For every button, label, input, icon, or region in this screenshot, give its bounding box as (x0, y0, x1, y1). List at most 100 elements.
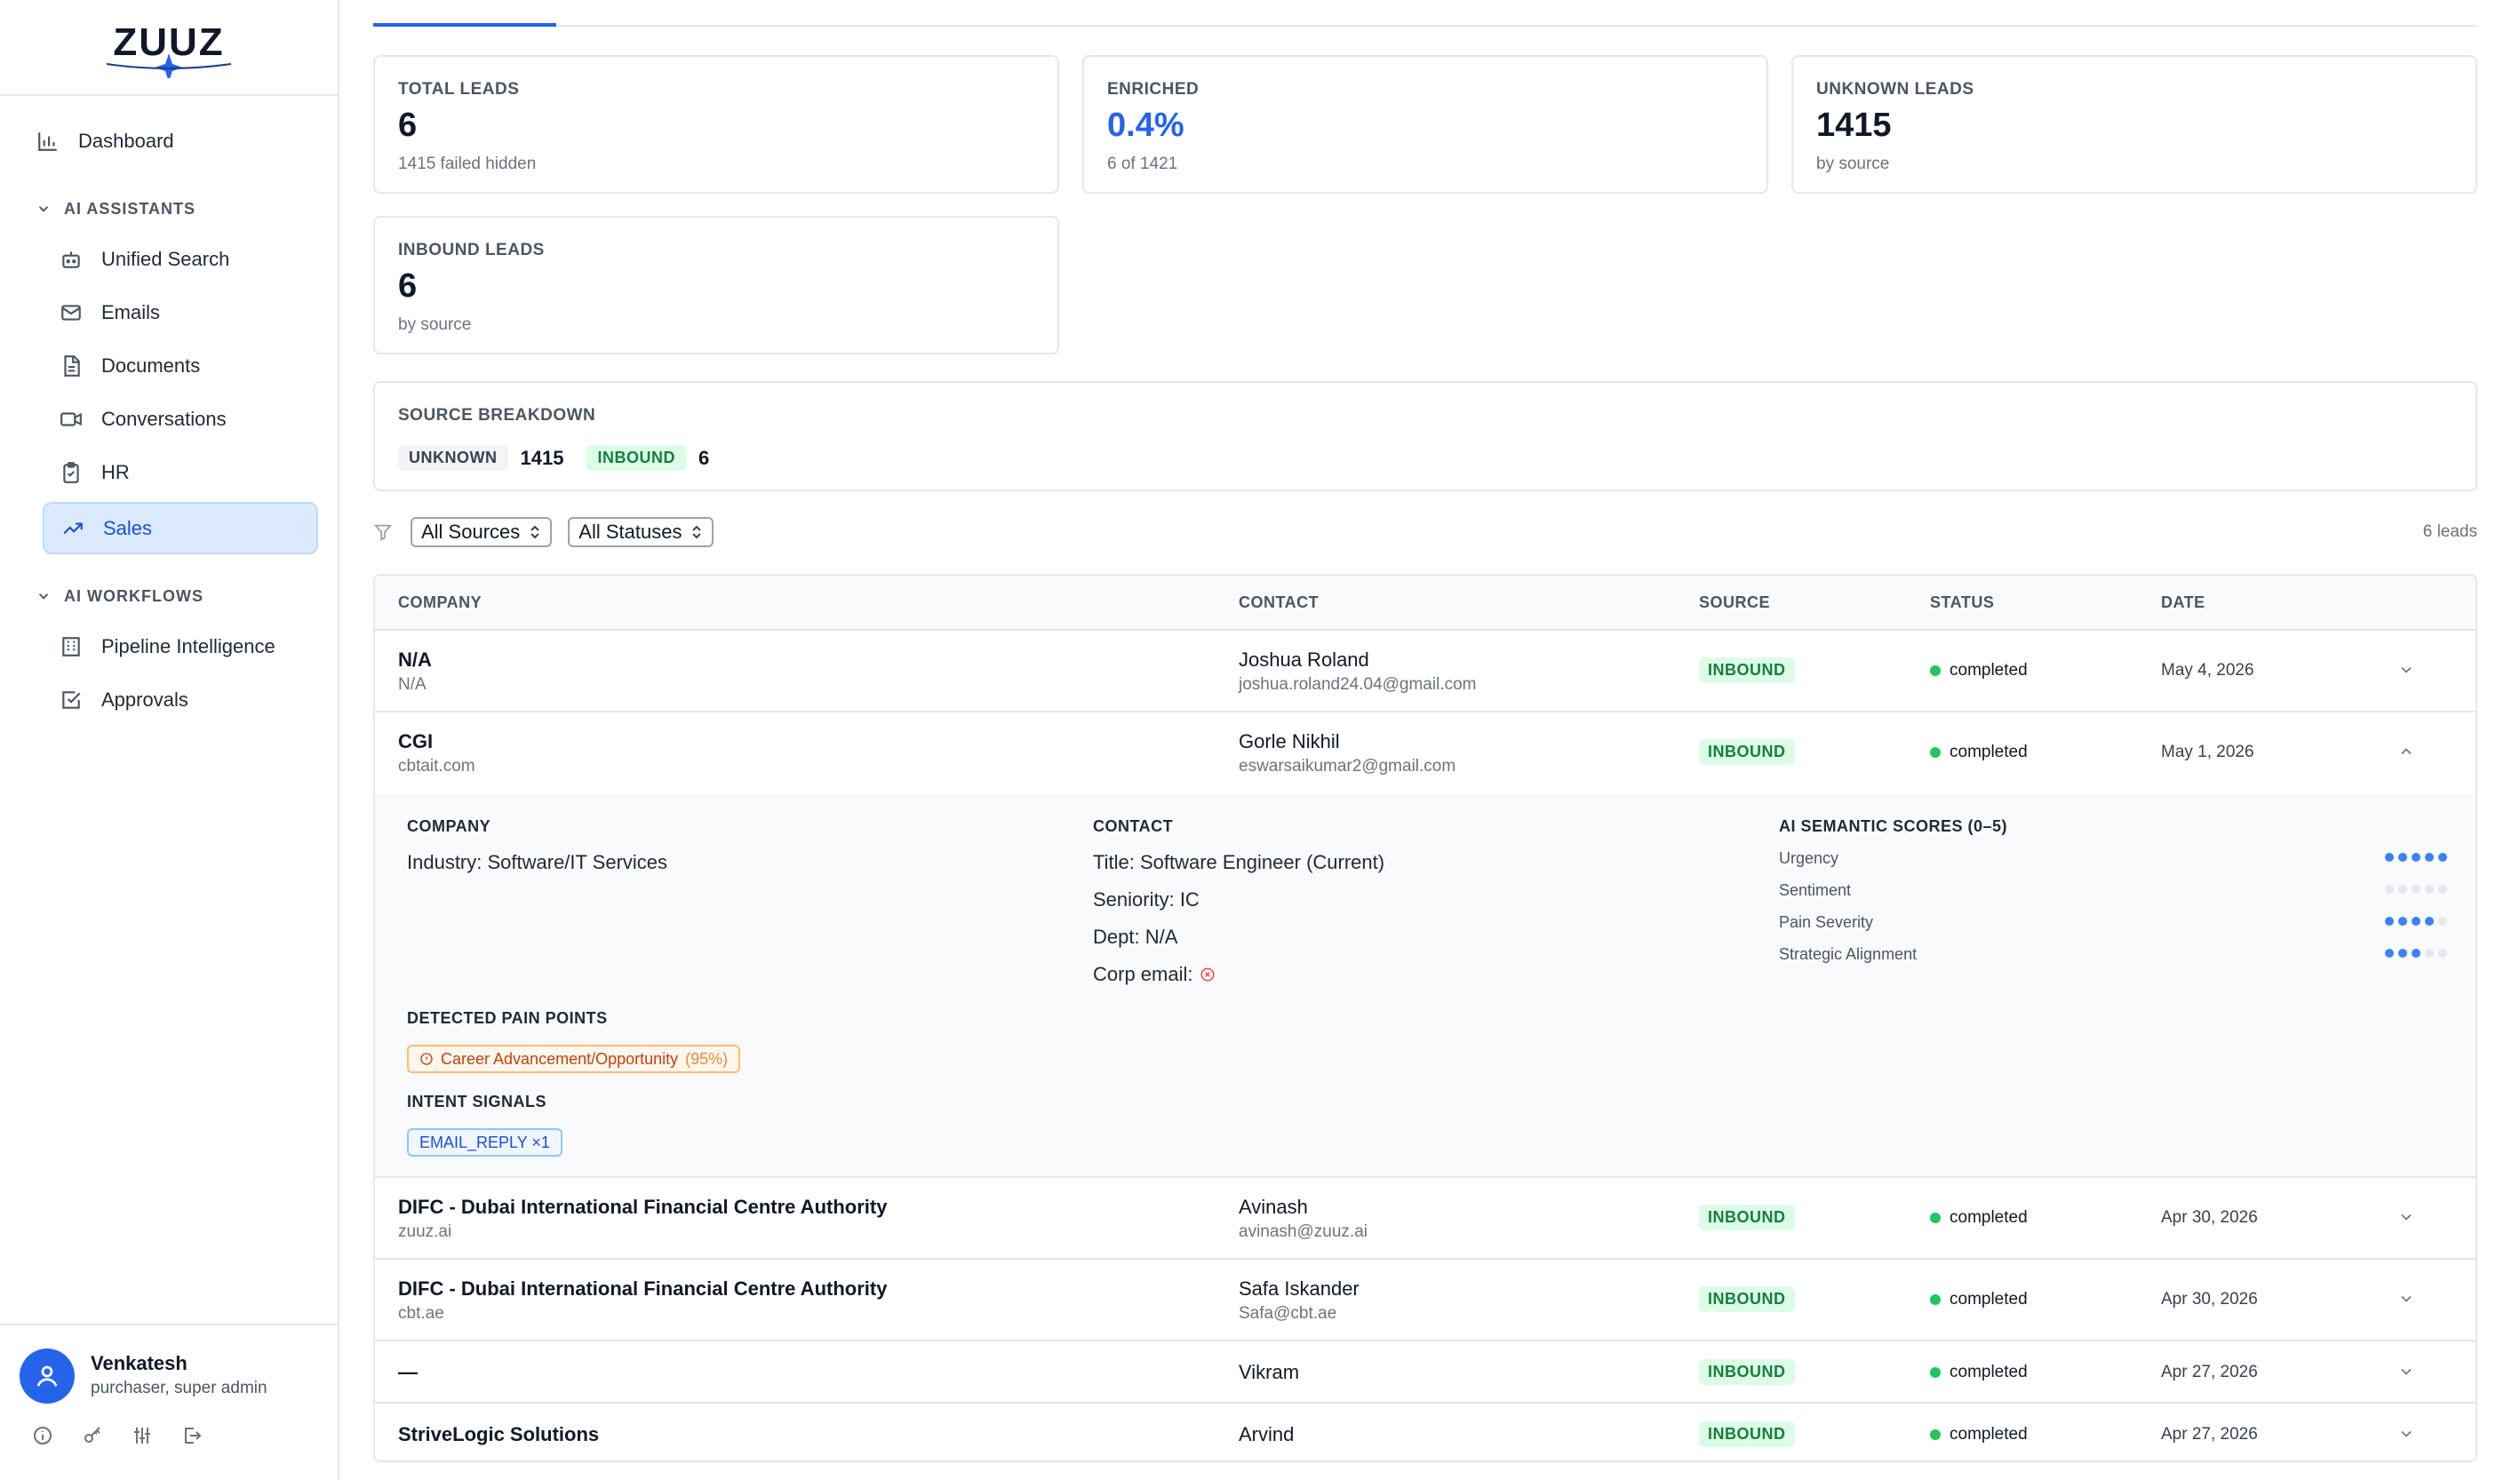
nav-pipeline-intelligence[interactable]: Pipeline Intelligence (43, 622, 318, 672)
source-breakdown-card: SOURCE BREAKDOWN UNKNOWN 1415 INBOUND 6 (373, 381, 2477, 491)
stat-card-enriched: ENRICHED 0.4% 6 of 1421 (1082, 55, 1768, 194)
nav-conversations[interactable]: Conversations (43, 394, 318, 444)
section-ai-workflows-label: AI WORKFLOWS (64, 586, 203, 605)
user-profile: Venkatesh purchaser, super admin (0, 1324, 338, 1480)
status-dot-icon (1930, 1213, 1941, 1223)
table-row[interactable]: StriveLogic Solutions Arvind INBOUND com… (375, 1404, 2476, 1460)
chevron-down-icon[interactable] (2397, 1363, 2417, 1382)
nav-label: Approvals (101, 688, 188, 711)
contact-email: avinash@zuuz.ai (1239, 1222, 1368, 1241)
select-arrows-icon (530, 525, 539, 539)
robot-icon (59, 247, 84, 272)
detail-seniority: Seniority: IC (1093, 888, 1200, 911)
chevron-down-icon[interactable] (2397, 1425, 2417, 1444)
stat-card-unknown-leads: UNKNOWN LEADS 1415 by source (1791, 55, 2477, 194)
score-label: Pain Severity (1779, 913, 1874, 931)
nav-label: Emails (101, 301, 161, 323)
select-arrows-icon (692, 525, 702, 539)
status-indicator: completed (1930, 1363, 2028, 1382)
stat-label: UNKNOWN LEADS (1816, 80, 1974, 99)
sidebar: ZUUZ Dashboard AI ASSISTANTS Unified Sea… (0, 0, 339, 1480)
mail-icon (59, 300, 84, 325)
source-pill-inbound[interactable]: INBOUND (586, 445, 686, 471)
chevron-down-icon[interactable] (2397, 1208, 2417, 1228)
lead-date: May 1, 2026 (2161, 743, 2254, 761)
col-contact[interactable]: CONTACT (1239, 593, 1320, 611)
detail-contact-heading: CONTACT (1093, 817, 1174, 835)
stat-value: 0.4% (1107, 107, 1184, 144)
nav-approvals[interactable]: Approvals (43, 675, 318, 725)
status-text: completed (1950, 1208, 2028, 1227)
table-row[interactable]: DIFC - Dubai International Financial Cen… (375, 1178, 2476, 1260)
user-name: Venkatesh (91, 1352, 187, 1374)
logo[interactable]: ZUUZ (0, 0, 338, 96)
company-name: N/A (398, 648, 432, 671)
key-icon[interactable] (82, 1425, 105, 1448)
company-domain: N/A (398, 675, 427, 694)
nav-emails[interactable]: Emails (43, 288, 318, 338)
score-dots (2385, 917, 2447, 926)
section-ai-workflows[interactable]: AI WORKFLOWS (36, 580, 203, 612)
user-icon (36, 1365, 58, 1387)
col-source[interactable]: SOURCE (1699, 593, 1771, 611)
table-row[interactable]: DIFC - Dubai International Financial Cen… (375, 1260, 2476, 1341)
score-dots (2385, 949, 2447, 958)
col-company[interactable]: COMPANY (398, 593, 482, 611)
company-domain: cbtait.com (398, 757, 475, 776)
nav-label: Conversations (101, 408, 227, 430)
nav-unified-search[interactable]: Unified Search (43, 235, 318, 284)
sliders-icon[interactable] (132, 1425, 155, 1448)
nav-hr[interactable]: HR (43, 448, 318, 497)
company-name: StriveLogic Solutions (398, 1423, 600, 1445)
lead-date: May 4, 2026 (2161, 661, 2254, 680)
col-date[interactable]: DATE (2161, 593, 2205, 611)
intent-signal-label: EMAIL_REPLY ×1 (419, 1133, 550, 1151)
source-breakdown-items: UNKNOWN 1415 INBOUND 6 (398, 445, 720, 471)
table-row[interactable]: — Vikram INBOUND completed Apr 27, 2026 (375, 1341, 2476, 1404)
stat-sub: by source (398, 315, 472, 334)
lead-date: Apr 27, 2026 (2161, 1425, 2258, 1444)
corp-email-label: Corp email: (1093, 963, 1193, 985)
info-icon[interactable] (32, 1425, 55, 1448)
source-filter-select[interactable]: All Sources (411, 517, 553, 547)
status-filter-select[interactable]: All Statuses (568, 517, 714, 547)
chevron-down-icon[interactable] (2397, 1290, 2417, 1309)
stat-value: 6 (398, 267, 418, 305)
status-indicator: completed (1930, 1208, 2028, 1228)
score-label: Sentiment (1779, 881, 1852, 899)
section-ai-assistants[interactable]: AI ASSISTANTS (36, 193, 195, 225)
intent-signal-chip[interactable]: EMAIL_REPLY ×1 (407, 1128, 562, 1157)
bar-chart-icon (36, 129, 60, 154)
pain-point-label: Career Advancement/Opportunity (441, 1049, 679, 1068)
status-indicator: completed (1930, 1290, 2028, 1309)
stat-label: TOTAL LEADS (398, 80, 520, 99)
col-status[interactable]: STATUS (1930, 593, 1995, 611)
pain-point-chip[interactable]: Career Advancement/Opportunity (95%) (407, 1045, 741, 1073)
avatar[interactable] (20, 1349, 75, 1404)
table-header: COMPANY CONTACT SOURCE STATUS DATE (375, 576, 2476, 631)
tabs-divider (373, 25, 2477, 27)
nav-dashboard[interactable]: Dashboard (36, 116, 320, 166)
company-name: DIFC - Dubai International Financial Cen… (398, 1277, 888, 1300)
chevron-up-icon[interactable] (2397, 743, 2417, 762)
nav-label: HR (101, 461, 130, 483)
stat-card-inbound-leads: INBOUND LEADS 6 by source (373, 216, 1059, 354)
nav-label: Pipeline Intelligence (101, 635, 275, 657)
zuuz-logo-icon: ZUUZ (106, 20, 232, 78)
status-indicator: completed (1930, 743, 2028, 762)
nav-sales[interactable]: Sales (43, 502, 318, 554)
stat-value: 6 (398, 107, 418, 144)
logout-icon[interactable] (181, 1425, 204, 1448)
nav-documents[interactable]: Documents (43, 341, 318, 391)
video-icon (59, 407, 84, 432)
chevron-down-icon[interactable] (2397, 661, 2417, 680)
table-row[interactable]: CGI cbtait.com Gorle Nikhil eswarsaikuma… (375, 712, 2476, 794)
contact-email: Safa@cbt.ae (1239, 1304, 1337, 1323)
table-row[interactable]: N/A N/A Joshua Roland joshua.roland24.04… (375, 631, 2476, 712)
stat-sub: 1415 failed hidden (398, 155, 537, 173)
score-dots (2385, 885, 2447, 894)
detail-industry: Industry: Software/IT Services (407, 851, 668, 873)
source-pill-unknown[interactable]: UNKNOWN (398, 445, 508, 471)
nav-dashboard-label: Dashboard (78, 130, 174, 152)
status-dot-icon (1930, 665, 1941, 676)
